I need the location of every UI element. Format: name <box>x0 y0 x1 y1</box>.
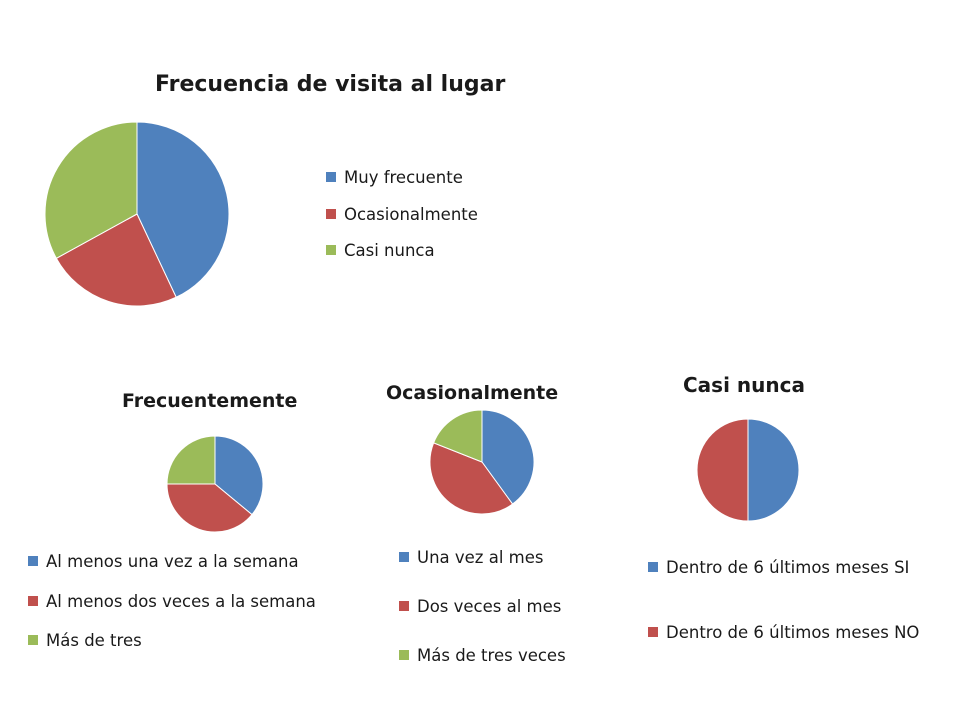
legend-item-ocasionalmente: Ocasionalmente <box>326 203 478 226</box>
legend-label: Más de tres <box>46 631 142 650</box>
pie-chart-casi-nunca <box>696 418 800 522</box>
legend-label: Al menos una vez a la semana <box>46 552 299 571</box>
legend-swatch <box>399 601 409 611</box>
legend-label: Al menos dos veces a la semana <box>46 592 316 611</box>
legend-label: Dentro de 6 últimos meses SI <box>666 558 910 577</box>
pie-slice-ocasionalmente <box>55 213 177 307</box>
legend-swatch <box>399 650 409 660</box>
pie-slice-al-menos-una-vez-a-la-semana <box>214 435 264 516</box>
legend-swatch <box>28 556 38 566</box>
chart-title-casi-nunca: Casi nunca <box>683 373 805 397</box>
legend-swatch <box>28 596 38 606</box>
legend-label: Más de tres veces <box>417 646 566 665</box>
pie-chart-ocasionalmente <box>429 409 535 515</box>
legend-swatch <box>326 245 336 255</box>
legend-label: Casi nunca <box>344 241 435 260</box>
legend-label: Dentro de 6 últimos meses NO <box>666 623 920 642</box>
legend-label: Muy frecuente <box>344 168 463 187</box>
legend-swatch <box>28 635 38 645</box>
legend-item-mas-de-tres: Más de tres <box>28 629 142 652</box>
legend-swatch <box>648 562 658 572</box>
pie-slice-mas-de-tres <box>166 435 216 485</box>
legend-item-meses-si: Dentro de 6 últimos meses SI <box>648 556 956 579</box>
pie-chart-frecuencia-visita <box>44 121 230 307</box>
legend-item-mas-tres-veces: Más de tres veces <box>399 644 566 667</box>
pie-slice-al-menos-dos-veces-a-la-semana <box>166 483 253 533</box>
legend-item-una-vez-semana: Al menos una vez a la semana <box>28 550 299 573</box>
legend-item-casi-nunca: Casi nunca <box>326 239 435 262</box>
legend-swatch <box>648 627 658 637</box>
legend-item-dos-veces-mes: Dos veces al mes <box>399 595 561 618</box>
pie-slice-mas-de-tres-veces <box>433 409 483 463</box>
pie-slice-dos-veces-al-mes <box>429 442 514 515</box>
legend-label: Una vez al mes <box>417 548 544 567</box>
legend-swatch <box>399 552 409 562</box>
legend-label: Ocasionalmente <box>344 205 478 224</box>
legend-item-una-vez-mes: Una vez al mes <box>399 546 543 569</box>
chart-title-frecuentemente: Frecuentemente <box>122 390 298 412</box>
legend-swatch <box>326 172 336 182</box>
legend-swatch <box>326 209 336 219</box>
pie-slice-muy-frecuente <box>136 121 230 298</box>
pie-slice-casi-nunca <box>44 121 138 259</box>
pie-slice-dentro-de-6-ultimos-meses-si <box>747 418 800 522</box>
pie-slice-una-vez-al-mes <box>481 409 535 505</box>
legend-label: Dos veces al mes <box>417 597 562 616</box>
legend-item-meses-no: Dentro de 6 últimos meses NO <box>648 621 956 644</box>
pie-slice-dentro-de-6-ultimos-meses-no <box>696 418 749 522</box>
pie-chart-frecuentemente <box>166 435 264 533</box>
legend-item-dos-veces-semana: Al menos dos veces a la semana <box>28 590 316 613</box>
legend-item-muy-frecuente: Muy frecuente <box>326 166 463 189</box>
chart-title-frecuencia-visita: Frecuencia de visita al lugar <box>155 72 506 97</box>
chart-title-ocasionalmente: Ocasionalmente <box>386 382 559 404</box>
